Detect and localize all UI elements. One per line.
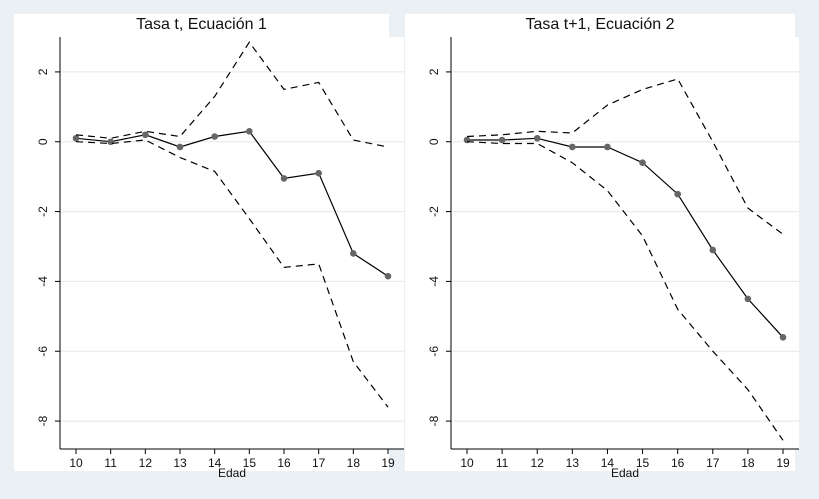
panel-title: Tasa t, Ecuación 1 — [136, 16, 267, 33]
x-axis-title: Edad — [611, 466, 639, 480]
data-point — [779, 333, 787, 341]
estimate-line — [467, 137, 784, 338]
x-tick-label: 17 — [312, 456, 326, 470]
x-tick-label: 18 — [347, 456, 361, 470]
plot-area — [60, 37, 404, 449]
x-tick-label: 19 — [381, 456, 395, 470]
y-tick-label: -4 — [36, 276, 50, 287]
x-tick-label: 10 — [69, 456, 83, 470]
x-tick-label: 14 — [601, 456, 615, 470]
y-tick-label: 2 — [427, 68, 441, 75]
data-point — [142, 131, 149, 139]
data-point — [72, 134, 80, 142]
series-group — [463, 78, 787, 441]
estimate-line — [75, 130, 389, 277]
x-tick-label: 15 — [636, 456, 650, 470]
data-point — [246, 127, 253, 135]
data-point — [350, 250, 357, 257]
x-tick-label: 18 — [741, 456, 755, 470]
y-tick-label: 2 — [36, 68, 50, 75]
gridlines — [451, 71, 799, 422]
lower-bound-line — [75, 139, 389, 408]
x-tick-label: 10 — [460, 456, 474, 470]
lower-bound-line — [466, 141, 784, 441]
y-tick-label: -6 — [427, 346, 441, 357]
data-point — [674, 190, 681, 198]
x-axis-title: Edad — [218, 466, 246, 480]
x-tick-label: 13 — [173, 456, 187, 470]
plot-area — [451, 37, 799, 449]
upper-bound-line — [466, 78, 784, 235]
axes: 2 0 -2 -4 -6 -8 10 11 12 13 14 15 16 17 18 19 — [36, 37, 404, 470]
x-tick-label: 19 — [776, 456, 790, 470]
x-tick-label: 16 — [277, 456, 291, 470]
y-tick-label: -6 — [36, 346, 50, 357]
panel-tasa-t1: Tasa t+1, Ecuación 2 2 0 -2 -4 -6 -8 10 11 12 13 1… — [405, 14, 799, 480]
panel-tasa-t: Tasa t, Ecuación 1 2 0 -2 -4 -6 -8 10 11 12 13 14 1… — [14, 14, 404, 480]
data-point — [211, 133, 218, 140]
data-point — [280, 175, 288, 182]
data-point — [498, 136, 506, 144]
data-point — [639, 159, 646, 166]
x-tick-label: 11 — [104, 456, 117, 470]
x-tick-label: 17 — [706, 456, 720, 470]
data-point — [569, 143, 576, 151]
x-tick-label: 13 — [566, 456, 580, 470]
data-point — [315, 169, 322, 177]
y-tick-label: -2 — [427, 206, 441, 217]
y-tick-label: -4 — [427, 276, 441, 287]
axes: 2 0 -2 -4 -6 -8 10 11 12 13 14 15 16 17 18 19 — [427, 37, 799, 470]
x-tick-label: 11 — [496, 456, 509, 470]
x-tick-label: 14 — [208, 456, 222, 470]
gridlines — [60, 71, 404, 422]
data-point — [107, 138, 114, 146]
x-tick-label: 12 — [531, 456, 545, 470]
data-point — [176, 143, 184, 151]
data-point — [533, 134, 541, 142]
upper-bound-line — [75, 41, 389, 148]
y-tick-label: -8 — [427, 415, 441, 426]
y-tick-label: -2 — [36, 206, 50, 217]
y-tick-label: -8 — [36, 415, 50, 426]
x-tick-label: 16 — [671, 456, 685, 470]
panel-title: Tasa t+1, Ecuación 2 — [526, 16, 675, 33]
x-tick-label: 12 — [139, 456, 153, 470]
data-point — [384, 272, 392, 280]
data-point — [604, 143, 611, 151]
y-tick-label: 0 — [427, 138, 441, 145]
y-tick-label: 0 — [36, 138, 50, 145]
data-point — [744, 295, 752, 303]
data-point — [709, 246, 717, 254]
series-group — [72, 41, 392, 408]
x-tick-label: 15 — [243, 456, 257, 470]
